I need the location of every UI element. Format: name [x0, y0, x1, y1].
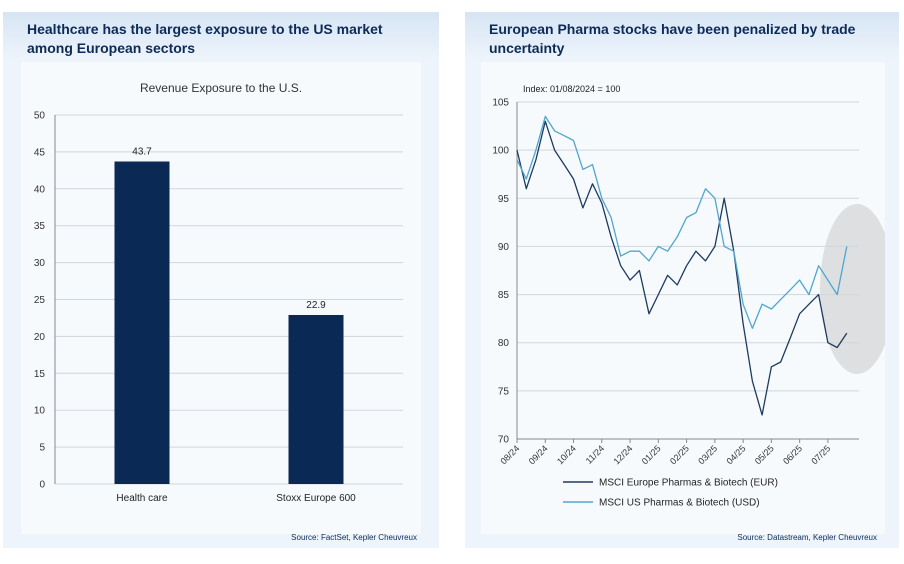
- x-tick-label: 12/24: [611, 443, 634, 466]
- y-tick-label: 100: [492, 146, 509, 157]
- bar-chart: Revenue Exposure to the U.S. 0 5 10 15 20 25 30…: [34, 81, 403, 504]
- right-title-line2: uncertainty: [489, 40, 565, 56]
- x-category-label: Health care: [116, 493, 168, 504]
- bar-chart-title: Revenue Exposure to the U.S.: [140, 81, 302, 95]
- left-title-line2: among European sectors: [27, 40, 196, 56]
- x-category-label: Stoxx Europe 600: [276, 493, 356, 504]
- y-tick-label: 70: [498, 435, 510, 446]
- left-header: Healthcare has the largest exposure to t…: [3, 12, 439, 60]
- y-tick-label: 0: [39, 480, 45, 491]
- x-tick-label: 07/25: [809, 443, 832, 466]
- x-tick-label: 04/25: [725, 443, 748, 466]
- y-tick-label: 30: [34, 258, 46, 269]
- legend-label: MSCI Europe Pharmas & Biotech (EUR): [599, 478, 778, 489]
- y-tick-label: 40: [34, 184, 46, 195]
- y-tick-label: 50: [34, 111, 46, 122]
- x-tick-label: 10/24: [555, 443, 578, 466]
- right-source: Source: Datastream, Kepler Cheuvreux: [737, 533, 877, 542]
- x-tick-label: 11/24: [584, 443, 607, 466]
- y-tick-label: 45: [34, 147, 46, 158]
- x-tick-label: 06/25: [781, 443, 804, 466]
- y-tick-label: 75: [498, 386, 510, 397]
- y-tick-label: 90: [498, 242, 510, 253]
- y-tick-label: 80: [498, 338, 510, 349]
- y-tick-label: 105: [492, 98, 509, 109]
- y-tick-label: 35: [34, 221, 46, 232]
- y-tick-label: 15: [34, 369, 46, 380]
- bar-value-label: 43.7: [132, 146, 152, 157]
- bar-chart-area: Revenue Exposure to the U.S. 0 5 10 15 20 25 30…: [21, 62, 421, 534]
- x-tick-label: 09/24: [527, 443, 550, 466]
- left-title-line1: Healthcare has the largest exposure to t…: [27, 21, 383, 37]
- x-tick-label: 01/25: [640, 443, 663, 466]
- y-tick-label: 85: [498, 290, 510, 301]
- legend-label: MSCI US Pharmas & Biotech (USD): [599, 498, 760, 509]
- y-tick-label: 25: [34, 295, 46, 306]
- x-tick-label: 03/25: [696, 443, 719, 466]
- highlight-ellipse: [820, 204, 885, 374]
- bar-value-label: 22.9: [306, 300, 326, 311]
- right-title-line1: European Pharma stocks have been penaliz…: [489, 21, 856, 37]
- right-header: European Pharma stocks have been penaliz…: [465, 12, 899, 60]
- y-tick-label: 5: [39, 443, 45, 454]
- bar: [114, 161, 170, 484]
- line-chart: Index: 01/08/2024 = 100 70 75 80 85 90 95 100 10…: [492, 84, 885, 509]
- y-tick-label: 20: [34, 332, 46, 343]
- x-tick-label: 05/25: [753, 443, 776, 466]
- left-title: Healthcare has the largest exposure to t…: [27, 20, 429, 58]
- index-annotation: Index: 01/08/2024 = 100: [523, 84, 620, 94]
- x-tick-label: 08/24: [498, 443, 521, 466]
- bar: [288, 314, 344, 484]
- y-tick-label: 95: [498, 194, 510, 205]
- line-chart-area: Index: 01/08/2024 = 100 70 75 80 85 90 95 100 10…: [481, 62, 885, 534]
- left-source: Source: FactSet, Kepler Cheuvreux: [291, 533, 417, 542]
- right-title: European Pharma stocks have been penaliz…: [489, 20, 889, 58]
- x-tick-label: 02/25: [668, 443, 691, 466]
- y-tick-label: 10: [34, 406, 46, 417]
- series-line: [516, 120, 848, 416]
- series-line: [516, 115, 848, 329]
- left-panel: Healthcare has the largest exposure to t…: [3, 12, 439, 548]
- right-panel: European Pharma stocks have been penaliz…: [465, 12, 899, 548]
